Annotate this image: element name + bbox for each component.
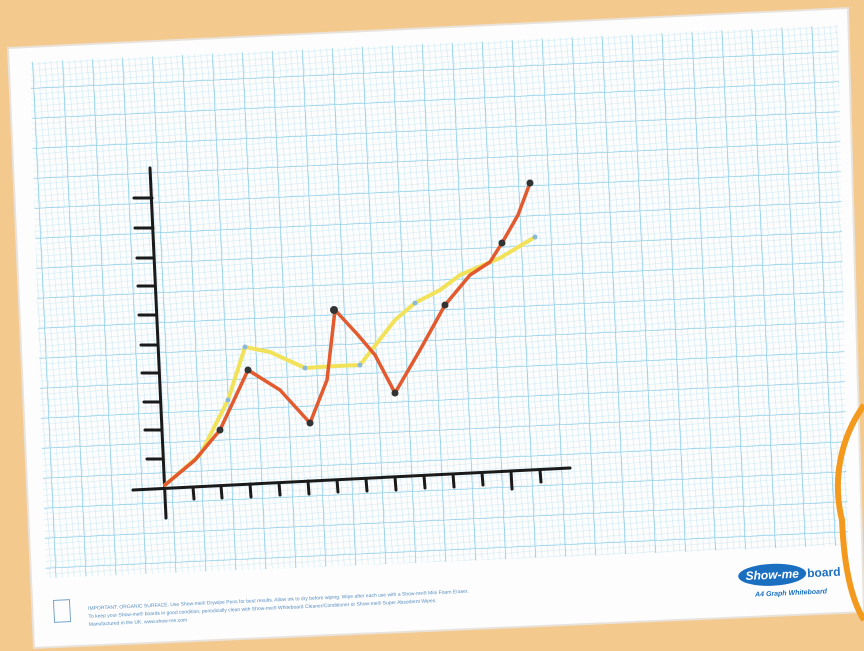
recycle-badge: [53, 599, 71, 623]
yellow-markers: [225, 234, 538, 403]
orange-loupe: [834, 403, 864, 622]
brand: Show-me board A4 Graph Whiteboard: [738, 563, 841, 599]
red-line: [163, 181, 532, 487]
footer-line: Manufactured in the UK. www.show-me.com: [89, 617, 188, 627]
logo: Show-me: [745, 567, 799, 583]
point-markers: [216, 179, 534, 434]
yellow-line: [163, 235, 537, 487]
logo-badge: [738, 563, 807, 586]
logo-suffix: board: [807, 565, 841, 580]
board-subtitle: A4 Graph Whiteboard: [754, 588, 828, 598]
hand-drawn-axes: [131, 166, 572, 520]
graph-grid: [30, 25, 848, 578]
